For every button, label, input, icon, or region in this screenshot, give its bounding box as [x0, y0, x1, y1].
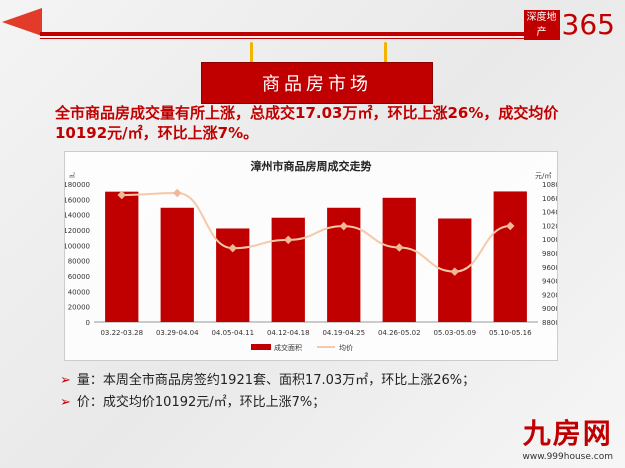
- price-point: [450, 267, 459, 276]
- bullet-list: ➢ 量：本周全市商品房签约1921套、面积17.03万㎡，环比上涨26%； ➢ 价：…: [60, 370, 475, 414]
- y-tick-label: 160000: [65, 196, 90, 204]
- y-tick-label: 100000: [65, 242, 90, 250]
- y-tick-label: 60000: [68, 273, 90, 281]
- y-tick-label: 180000: [65, 181, 90, 189]
- x-tick-label: 03.22-03.28: [100, 329, 143, 337]
- brand-logo: 深度地产 365: [523, 8, 615, 41]
- price-point: [339, 221, 348, 231]
- bullet-item: ➢ 价：成交均价10192元/㎡，环比上涨7%；: [60, 392, 475, 414]
- y2-tick-label: 9200: [542, 291, 557, 299]
- price-point: [228, 243, 237, 253]
- footer-brand: 九房网 www.999house.com: [522, 412, 613, 462]
- y2-tick-label: 8800: [542, 319, 557, 327]
- x-tick-label: 04.26-05.02: [378, 329, 421, 337]
- bullet-item: ➢ 量：本周全市商品房签约1921套、面积17.03万㎡，环比上涨26%；: [60, 370, 475, 392]
- arrow-bullet-icon: ➢: [60, 373, 71, 388]
- price-point: [117, 190, 126, 200]
- y2-tick-label: 9600: [542, 264, 557, 272]
- price-point: [395, 243, 404, 252]
- bullet-text: 价：成交均价10192元/㎡，环比上涨7%；: [76, 395, 326, 410]
- chart-title: 漳州市商品房周成交走势: [251, 159, 372, 173]
- arrow-bullet-icon: ➢: [60, 395, 71, 410]
- logo-text: 深度地产: [523, 9, 560, 40]
- x-tick-label: 04.12-04.18: [267, 329, 310, 337]
- bar: [382, 197, 416, 322]
- price-point: [173, 188, 182, 198]
- y-axis-unit: ㎡: [69, 172, 75, 180]
- logo-number: 365: [561, 8, 615, 41]
- headline: 全市商品房成交量有所上涨，总成交17.03万㎡，环比上涨26%，成交均价1019…: [55, 104, 559, 142]
- y2-tick-label: 9000: [542, 305, 557, 313]
- footer-url: www.999house.com: [522, 452, 613, 462]
- y-tick-label: 140000: [65, 212, 90, 220]
- y-tick-label: 20000: [68, 304, 90, 312]
- legend-label: 均价: [339, 343, 353, 352]
- y-tick-label: 0: [86, 319, 90, 327]
- y2-tick-label: 10400: [542, 209, 557, 217]
- bar: [160, 207, 194, 322]
- bar: [216, 228, 250, 322]
- y2-tick-label: 10200: [542, 222, 557, 230]
- footer-brand-name: 九房网: [522, 417, 613, 450]
- y-tick-label: 40000: [68, 288, 90, 296]
- y2-tick-label: 10000: [542, 236, 557, 244]
- legend-label: 成交面积: [274, 343, 302, 352]
- bar: [493, 191, 527, 322]
- hook-icon: [250, 42, 253, 64]
- y2-tick-label: 10800: [542, 181, 557, 189]
- section-banner: 商品房市场: [201, 62, 433, 104]
- y2-tick-label: 9400: [542, 278, 557, 286]
- bar: [105, 191, 139, 322]
- header-line: [40, 32, 540, 36]
- header-line: [40, 38, 540, 39]
- x-tick-label: 04.05-04.11: [211, 329, 254, 337]
- price-point: [284, 235, 293, 245]
- arrow-logo-icon: [2, 8, 42, 36]
- hook-icon: [384, 42, 387, 64]
- x-tick-label: 05.03-05.09: [433, 329, 476, 337]
- y2-axis-unit: 元/㎡: [535, 172, 551, 180]
- y-tick-label: 80000: [68, 258, 90, 266]
- x-tick-label: 03.29-04.04: [156, 329, 199, 337]
- y-tick-label: 120000: [65, 227, 90, 235]
- bullet-text: 量：本周全市商品房签约1921套、面积17.03万㎡，环比上涨26%；: [76, 373, 476, 388]
- x-tick-label: 05.10-05.16: [489, 329, 532, 337]
- x-tick-label: 04.19-04.25: [322, 329, 365, 337]
- legend-bar-swatch: [251, 344, 271, 350]
- y2-tick-label: 10600: [542, 195, 557, 203]
- y2-tick-label: 9800: [542, 250, 557, 258]
- bar: [271, 217, 305, 322]
